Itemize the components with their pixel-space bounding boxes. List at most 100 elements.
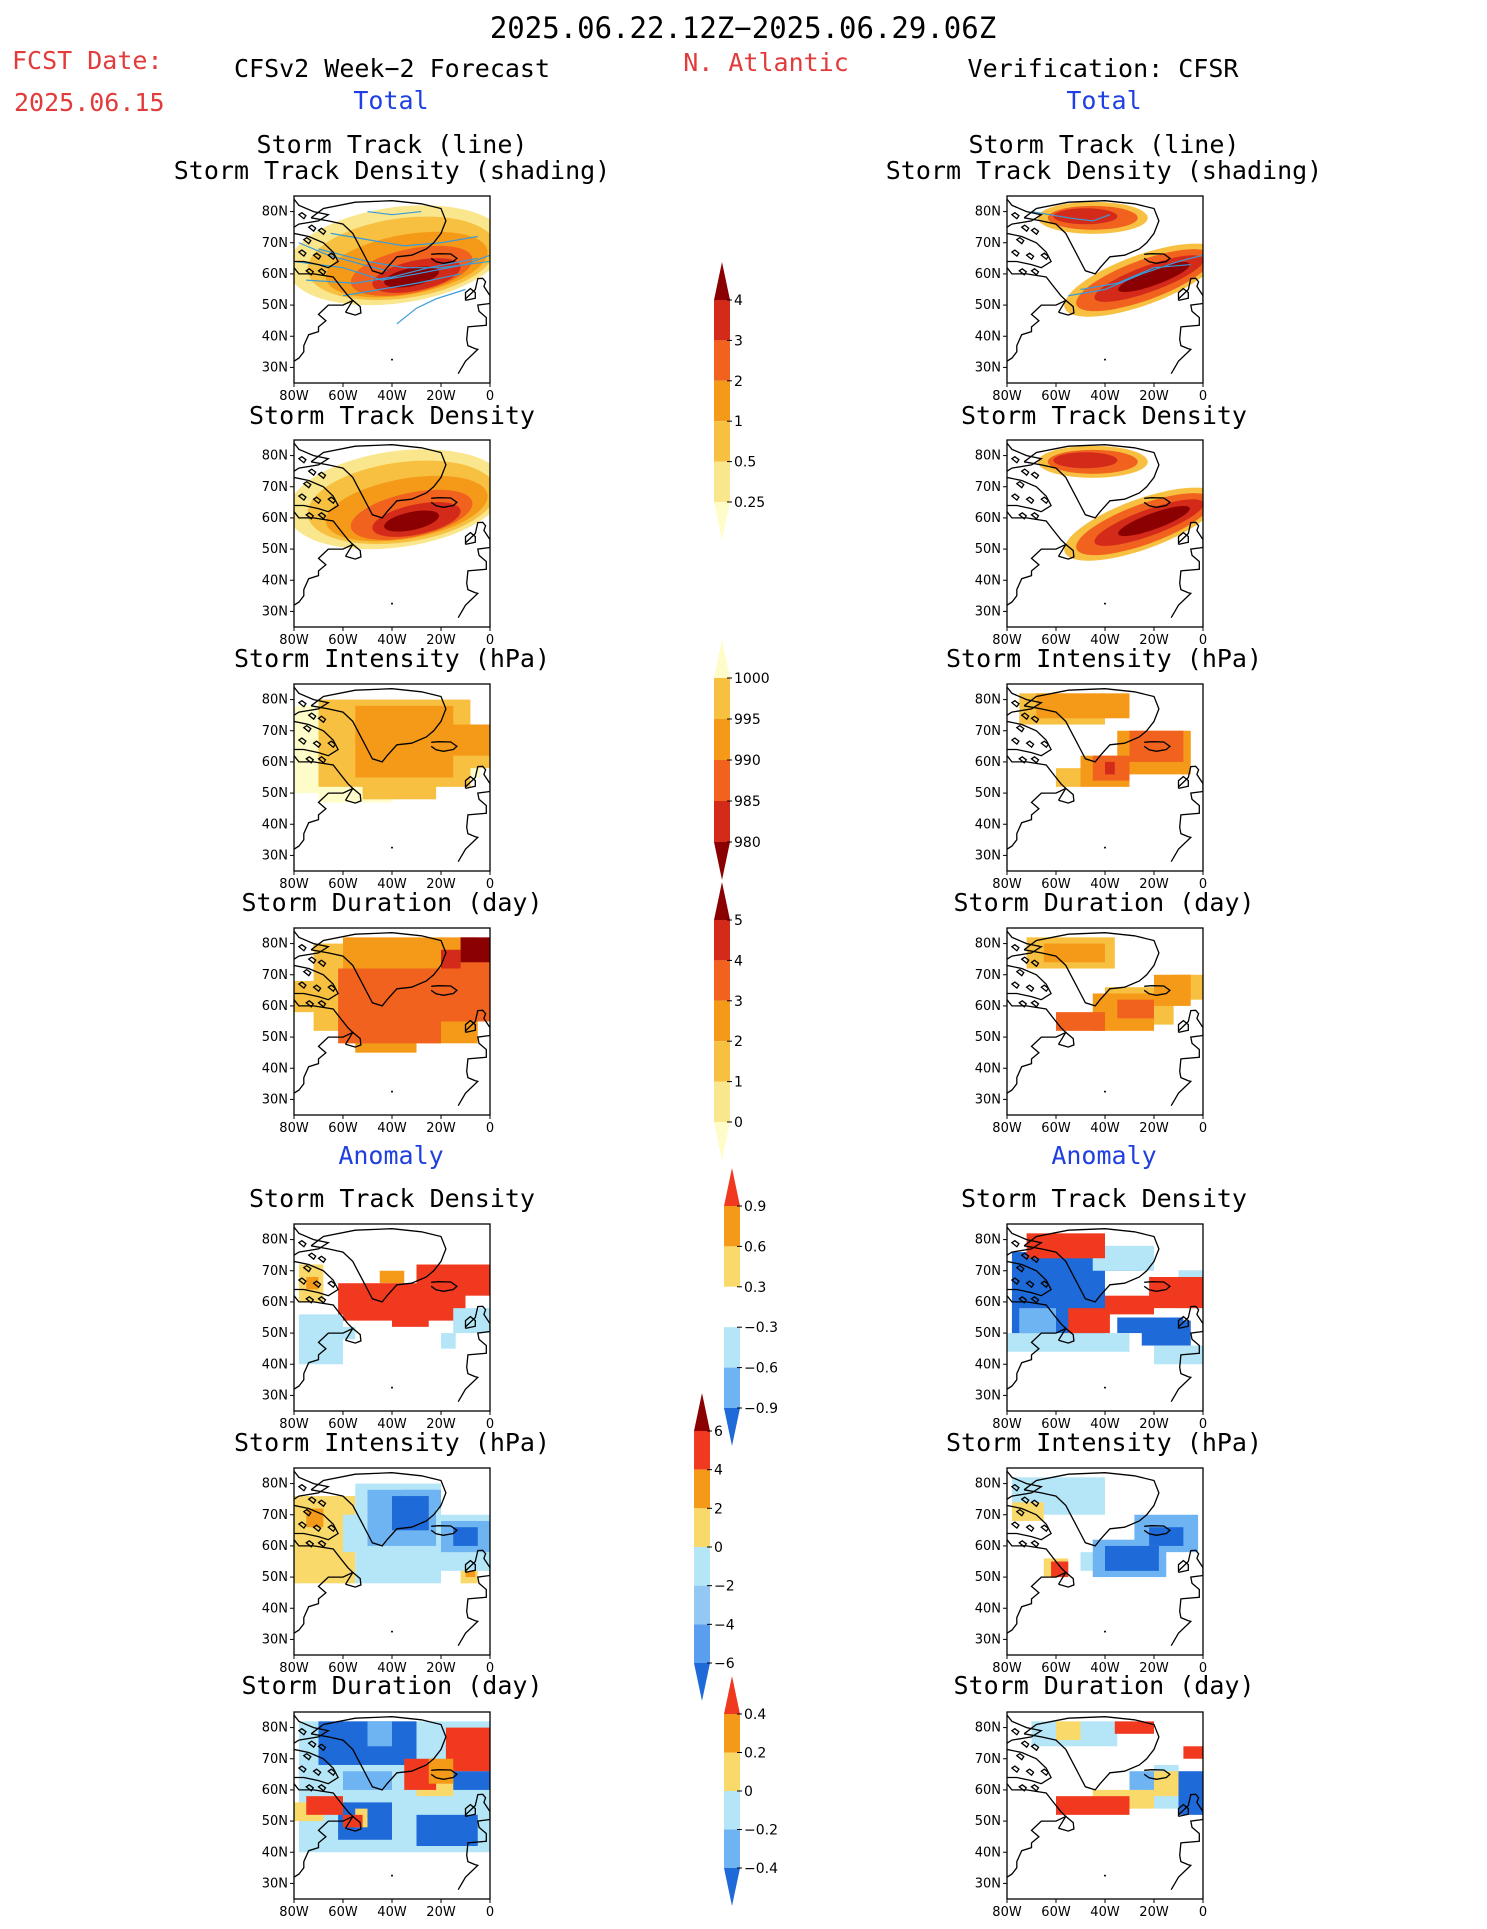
colorbar-tick-label: 995 [734,712,761,728]
title-right-duration: Storm Duration (day) [953,888,1255,917]
lon-tick-label: 60W [1041,1661,1071,1676]
colorbar-tick-label: −0.6 [744,1361,778,1377]
lat-tick-label: 40N [262,1357,288,1372]
title-left-track-line: Storm Track (line) [256,130,528,159]
map-left-anom-duration: 80N 70N 60N 50N 40N 30N 80W 60W 40W 20W 0 [262,1711,494,1929]
colorbar-tick-label: 2 [734,1034,743,1050]
lon-tick-label: 60W [328,633,358,648]
lat-tick-label: 70N [975,236,1001,251]
fcst-label: FCST Date: [12,46,163,75]
lat-tick-label: 70N [262,1264,288,1279]
lon-tick-label: 60W [1041,1121,1071,1136]
colorbar-anom-intensity: 6 4 2 0 −2 −4 −6 [694,1393,774,1715]
lat-tick-label: 40N [975,573,1001,588]
lat-tick-label: 50N [262,1030,288,1045]
lat-tick-label: 70N [975,1752,1001,1767]
lat-tick-label: 40N [262,817,288,832]
lat-tick-label: 60N [262,1539,288,1554]
lat-tick-label: 50N [262,542,288,557]
lat-tick-label: 70N [262,1508,288,1523]
lon-tick-label: 20W [1139,1661,1169,1676]
lat-tick-label: 80N [262,1721,288,1736]
lat-tick-label: 40N [262,1061,288,1076]
lon-tick-label: 40W [377,633,407,648]
lon-tick-label: 60W [1041,389,1071,404]
lon-tick-label: 40W [377,1417,407,1432]
colorbar-tick-label: 5 [734,913,743,929]
lon-tick-label: 20W [426,1905,456,1920]
colorbar-tick-label: 4 [714,1463,723,1479]
colorbar-tick-label: −4 [714,1617,735,1633]
map-left-intensity: 80N 70N 60N 50N 40N 30N 80W 60W 40W 20W 0 [262,683,494,901]
lon-tick-label: 60W [328,1417,358,1432]
lat-tick-label: 80N [975,1477,1001,1492]
map-right-anom-duration: 80N 70N 60N 50N 40N 30N 80W 60W 40W 20W 0 [975,1711,1207,1929]
lat-tick-label: 40N [262,573,288,588]
lat-tick-label: 80N [262,937,288,952]
lat-tick-label: 80N [975,205,1001,220]
colorbar-density: 4 3 2 1 0.5 0.25 [714,262,794,554]
lon-tick-label: 20W [426,1417,456,1432]
lon-tick-label: 20W [1139,877,1169,892]
lon-tick-label: 20W [426,877,456,892]
map-left-density: 80N 70N 60N 50N 40N 30N 80W 60W 40W 20W 0 [262,439,494,657]
left-total-label: Total [353,86,429,115]
title-left-track-shading: Storm Track Density (shading) [173,156,611,185]
colorbar-tick-label: 0.9 [744,1199,766,1215]
map-right-density: 80N 70N 60N 50N 40N 30N 80W 60W 40W 20W 0 [975,439,1207,657]
left-column-title: CFSv2 Week−2 Forecast [233,54,551,83]
colorbar-tick-label: −0.9 [744,1401,778,1417]
lat-tick-label: 80N [262,693,288,708]
lat-tick-label: 70N [262,724,288,739]
lat-tick-label: 30N [975,1876,1001,1891]
colorbar-tick-label: 2 [734,374,743,390]
lat-tick-label: 50N [262,786,288,801]
lon-tick-label: 0 [1199,1905,1207,1920]
lat-tick-label: 60N [262,1783,288,1798]
lat-tick-label: 40N [262,1601,288,1616]
colorbar-tick-label: −0.4 [744,1861,778,1877]
lon-tick-label: 0 [486,1905,494,1920]
colorbar-tick-label: 980 [734,835,761,851]
lon-tick-label: 80W [279,1661,309,1676]
lon-tick-label: 20W [1139,1905,1169,1920]
map-left-duration: 80N 70N 60N 50N 40N 30N 80W 60W 40W 20W 0 [262,927,494,1145]
lon-tick-label: 40W [1090,633,1120,648]
lat-tick-label: 60N [262,1295,288,1310]
colorbar-tick-label: 4 [734,293,743,309]
lat-tick-label: 50N [975,1570,1001,1585]
lat-tick-label: 40N [975,1845,1001,1860]
title-left-density: Storm Track Density [249,401,535,430]
lon-tick-label: 60W [1041,1905,1071,1920]
left-anomaly-label: Anomaly [338,1141,444,1170]
lat-tick-label: 40N [262,1845,288,1860]
lat-tick-label: 70N [262,1752,288,1767]
lon-tick-label: 0 [486,1121,494,1136]
lon-tick-label: 60W [328,877,358,892]
lon-tick-label: 40W [377,877,407,892]
lat-tick-label: 60N [975,755,1001,770]
colorbar-tick-label: −6 [714,1656,735,1672]
title-right-track-line: Storm Track (line) [968,130,1240,159]
lon-tick-label: 80W [279,1905,309,1920]
lon-tick-label: 0 [1199,1417,1207,1432]
lon-tick-label: 0 [486,389,494,404]
colorbar-tick-label: 0.2 [744,1746,766,1762]
map-right-duration: 80N 70N 60N 50N 40N 30N 80W 60W 40W 20W 0 [975,927,1207,1145]
lat-tick-label: 70N [975,1264,1001,1279]
lon-tick-label: 20W [426,389,456,404]
lat-tick-label: 40N [975,329,1001,344]
lat-tick-label: 60N [975,1539,1001,1554]
lat-tick-label: 30N [262,360,288,375]
lat-tick-label: 70N [262,236,288,251]
colorbar-intensity: 1000 995 990 985 980 [714,640,794,894]
colorbar-tick-label: 985 [734,794,761,810]
lon-tick-label: 40W [1090,877,1120,892]
colorbar-tick-label: 3 [734,333,743,349]
lat-tick-label: 70N [262,968,288,983]
lon-tick-label: 80W [279,877,309,892]
lon-tick-label: 40W [377,389,407,404]
map-left-track: 80N 70N 60N 50N 40N 30N 80W 60W 40W 20W 0 [262,195,494,413]
lon-tick-label: 20W [1139,1417,1169,1432]
colorbar-tick-label: 0 [734,1115,743,1131]
